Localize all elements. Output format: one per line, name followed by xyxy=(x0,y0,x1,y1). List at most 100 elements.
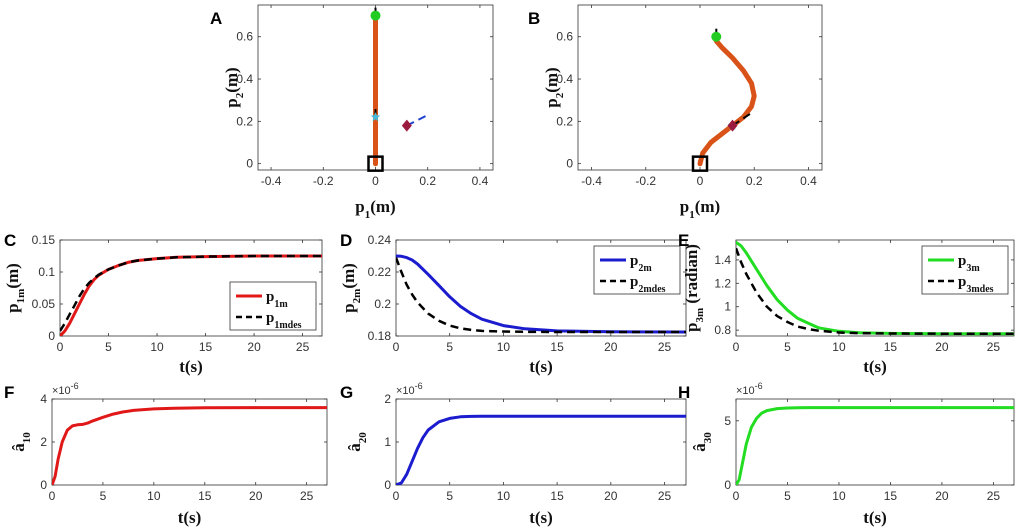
y-axis-label: p1m(m) xyxy=(3,263,27,313)
legend-label: p1m xyxy=(266,289,288,310)
marker-object xyxy=(401,119,412,132)
x-tick-label: 25 xyxy=(987,340,1001,354)
x-tick-label: -0.2 xyxy=(313,174,334,188)
y-tick-label: 0.2 xyxy=(374,297,391,311)
panel-label: B xyxy=(528,9,540,28)
x-tick-label: 0 xyxy=(697,174,704,188)
panel-a: A -0.4 -0.2 0 0.2 0.4 0 0.2 0.4 0.6 p1(m) p2(m) xyxy=(210,4,494,221)
panel-f: F 0 5 10 15 20 25 0 2 4 ×10-6 t(s) â10 xyxy=(4,381,328,527)
legend-box xyxy=(921,245,1009,295)
marker-mid xyxy=(370,112,381,122)
x-tick-label: 10 xyxy=(497,340,511,354)
y-axis-label: â20 xyxy=(345,432,369,452)
panel-label: D xyxy=(340,231,352,250)
x-tick-label: 20 xyxy=(247,340,261,354)
x-tick-label: 10 xyxy=(832,340,846,354)
marker-base-core xyxy=(373,160,378,166)
panel-label: H xyxy=(678,383,690,402)
x-tick-label: 10 xyxy=(497,489,511,503)
panel-label: A xyxy=(210,9,222,28)
marker-base-core xyxy=(698,160,702,166)
legend-label: p2m xyxy=(630,253,652,274)
x-tick-label: 25 xyxy=(300,489,314,503)
y-tick-label: 0.4 xyxy=(556,72,573,86)
x-tick-label: 15 xyxy=(550,489,564,503)
y-exponent-label: ×10-6 xyxy=(52,381,79,397)
x-axis-label: t(s) xyxy=(863,508,887,527)
x-tick-label: 25 xyxy=(658,489,672,503)
series-line-1m xyxy=(60,254,322,336)
y-tick-label: 0.15 xyxy=(32,233,56,247)
x-axis-label: t(s) xyxy=(529,357,553,376)
panel-h: H 0 5 10 15 20 25 0 5 ×10-6 t(s) â30 xyxy=(678,381,1015,527)
x-tick-label: 15 xyxy=(198,489,212,503)
y-tick-label: 0 xyxy=(566,157,573,171)
x-tick-label: 15 xyxy=(884,340,898,354)
x-tick-label: 15 xyxy=(884,489,898,503)
plot-area xyxy=(395,398,687,486)
x-tick-label: 10 xyxy=(147,489,161,503)
legend-label: p1mdes xyxy=(266,310,302,331)
x-tick-label: 20 xyxy=(604,340,618,354)
y-exponent-label: ×10-6 xyxy=(396,381,423,397)
y-exponent-label: ×10-6 xyxy=(736,381,763,397)
x-tick-label: 5 xyxy=(105,340,112,354)
legend-box xyxy=(229,281,317,331)
x-tick-label: 5 xyxy=(100,489,107,503)
y-tick-label: 0.1 xyxy=(38,265,55,279)
x-tick-label: 10 xyxy=(150,340,164,354)
x-tick-label: 5 xyxy=(784,489,791,503)
x-tick-label: 10 xyxy=(832,489,846,503)
x-tick-label: 0.4 xyxy=(472,174,489,188)
y-axis-label: p2(m) xyxy=(222,67,246,107)
y-tick-label: 1.2 xyxy=(714,276,731,290)
marker-base xyxy=(367,155,384,172)
y-tick-label: 0.05 xyxy=(32,297,56,311)
legend-label: p3m xyxy=(958,253,980,274)
x-tick-label: 0 xyxy=(393,340,400,354)
x-axis-label: t(s) xyxy=(178,508,202,527)
x-axis-label: p1(m) xyxy=(680,197,720,221)
x-tick-label: 5 xyxy=(446,340,453,354)
y-tick-label: 0 xyxy=(40,478,47,492)
x-tick-label: 0 xyxy=(57,340,64,354)
y-tick-label: 0.2 xyxy=(556,114,573,128)
plot-area xyxy=(577,4,823,171)
x-tick-label: -0.4 xyxy=(261,174,282,188)
x-tick-label: 15 xyxy=(550,340,564,354)
legend-label: p2mdes xyxy=(630,274,666,295)
y-tick-label: 0.2 xyxy=(236,114,253,128)
x-tick-label: 0 xyxy=(49,489,56,503)
series-line-2m xyxy=(396,254,686,334)
panel-label: E xyxy=(678,231,689,250)
series-line-a30 xyxy=(736,406,1014,485)
y-axis-label: p2(m) xyxy=(542,67,566,107)
marker-tip xyxy=(711,31,722,42)
y-tick-label: 0 xyxy=(246,157,253,171)
y-tick-label: 0.24 xyxy=(368,233,392,247)
panel-b: B -0.4 -0.2 0 0.2 0.4 0 0.2 0.4 0.6 p1(m) p2(m) xyxy=(528,4,823,221)
y-tick-label: 0.6 xyxy=(236,30,253,44)
legend-box xyxy=(593,245,681,295)
x-tick-label: -0.4 xyxy=(581,174,602,188)
panel-g: G 0 5 10 15 20 25 0 1 2 ×10-6 t(s) â20 xyxy=(340,381,687,527)
x-tick-label: 5 xyxy=(784,340,791,354)
series-line-a10 xyxy=(52,406,327,485)
y-tick-label: 0.6 xyxy=(556,30,573,44)
x-tick-label: 20 xyxy=(249,489,263,503)
y-axis-label: p3m (radian) xyxy=(682,244,706,332)
x-tick-label: 25 xyxy=(987,489,1001,503)
x-tick-label: 20 xyxy=(604,489,618,503)
x-tick-label: 0.2 xyxy=(746,174,763,188)
y-tick-label: 1.4 xyxy=(714,253,731,267)
y-tick-label: 1 xyxy=(724,300,731,314)
y-tick-label: 0.18 xyxy=(368,329,392,343)
y-tick-label: 2 xyxy=(40,435,47,449)
x-tick-label: 0 xyxy=(733,489,740,503)
series-line-2mdes xyxy=(396,257,686,334)
y-tick-label: 0 xyxy=(384,478,391,492)
x-axis-label: t(s) xyxy=(179,357,203,376)
